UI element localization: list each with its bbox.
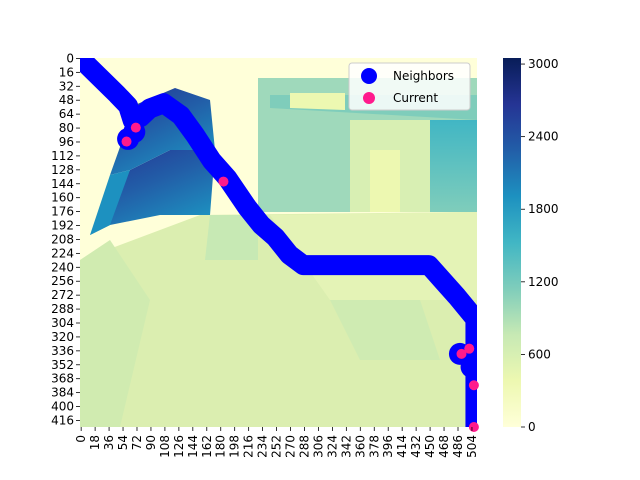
legend: Neighbors Current	[348, 62, 471, 111]
neighbor-point	[460, 355, 477, 378]
colorbar-tick-label: 3000	[528, 57, 559, 71]
y-tick-label: 240	[51, 260, 74, 274]
x-tick-label: 72	[130, 435, 144, 450]
y-tick-label: 48	[59, 93, 74, 107]
x-tick-label: 288	[297, 435, 311, 458]
x-tick-label: 324	[325, 435, 339, 458]
y-tick-label: 352	[51, 358, 74, 372]
x-tick-label: 306	[311, 435, 325, 458]
x-tick-label: 378	[367, 435, 381, 458]
x-tick-label: 360	[353, 435, 367, 458]
x-tick-label: 0	[74, 435, 88, 443]
x-tick-label: 342	[339, 435, 353, 458]
y-tick-label: 320	[51, 330, 74, 344]
y-tick-label: 368	[51, 372, 74, 386]
y-tick-label: 160	[51, 191, 74, 205]
y-tick-label: 288	[51, 302, 74, 316]
legend-current-marker	[363, 92, 375, 104]
y-tick-label: 32	[59, 79, 74, 93]
current-point	[464, 343, 475, 354]
y-tick-label: 64	[59, 107, 74, 121]
x-tick-label: 252	[270, 435, 284, 458]
current-series	[121, 122, 479, 432]
neighbors-path	[80, 58, 477, 427]
x-tick-label: 36	[102, 435, 116, 450]
current-point	[468, 380, 479, 391]
y-tick-label: 272	[51, 288, 74, 302]
colorbar-tick-label: 1800	[528, 202, 559, 216]
colorbar-tick-label: 600	[528, 347, 551, 361]
colorbar-tick-label: 1200	[528, 275, 559, 289]
y-tick-label: 144	[51, 177, 74, 191]
y-tick-label: 208	[51, 232, 74, 246]
x-tick-label: 234	[256, 435, 270, 458]
x-axis: 0 18 36 54 72 90 108 126 144 162 180 198 216 234 252 27…	[74, 427, 479, 458]
x-tick-label: 396	[381, 435, 395, 458]
colorbar-gradient	[503, 58, 521, 427]
colorbar-ticks: 0 600 1200 1800 2400 3000	[521, 57, 559, 434]
y-tick-label: 16	[59, 65, 74, 79]
legend-neighbors-marker	[361, 68, 377, 84]
y-tick-label: 416	[51, 413, 74, 427]
x-tick-label: 126	[172, 435, 186, 458]
current-point	[130, 122, 141, 133]
x-tick-label: 90	[144, 435, 158, 450]
y-tick-label: 176	[51, 205, 74, 219]
y-tick-label: 80	[59, 121, 74, 135]
current-point	[121, 136, 132, 147]
y-tick-label: 384	[51, 386, 74, 400]
x-tick-label: 180	[214, 435, 228, 458]
y-tick-label: 336	[51, 344, 74, 358]
y-axis: 0163248648096112128144160176192208224240…	[51, 51, 80, 427]
x-tick-label: 432	[409, 435, 423, 458]
colorbar-tick-label: 2400	[528, 130, 559, 144]
heatmap-image	[80, 58, 477, 427]
x-tick-label: 414	[395, 435, 409, 458]
x-tick-label: 162	[200, 435, 214, 458]
x-tick-label: 216	[242, 435, 256, 458]
x-tick-label: 468	[437, 435, 451, 458]
x-tick-label: 54	[116, 435, 130, 450]
colorbar: 0 600 1200 1800 2400 3000	[503, 57, 559, 434]
y-tick-label: 304	[51, 316, 74, 330]
x-tick-label: 144	[186, 435, 200, 458]
y-tick-label: 192	[51, 219, 74, 233]
y-tick-label: 128	[51, 163, 74, 177]
current-point	[218, 176, 229, 187]
y-tick-label: 112	[51, 149, 74, 163]
legend-current-label: Current	[393, 91, 438, 105]
current-point	[456, 348, 467, 359]
x-tick-label: 198	[228, 435, 242, 458]
y-tick-label: 0	[66, 51, 74, 65]
y-tick-label: 256	[51, 274, 74, 288]
x-tick-label: 504	[465, 435, 479, 458]
y-tick-label: 96	[59, 135, 74, 149]
x-tick-label: 108	[158, 435, 172, 458]
y-tick-label: 224	[51, 246, 74, 260]
legend-neighbors-label: Neighbors	[393, 69, 454, 83]
x-tick-label: 270	[284, 435, 298, 458]
current-point	[468, 422, 479, 432]
x-tick-label: 486	[451, 435, 465, 458]
x-tick-label: 18	[88, 435, 102, 450]
y-tick-label: 400	[51, 400, 74, 414]
x-tick-label: 450	[423, 435, 437, 458]
colorbar-tick-label: 0	[528, 420, 536, 434]
